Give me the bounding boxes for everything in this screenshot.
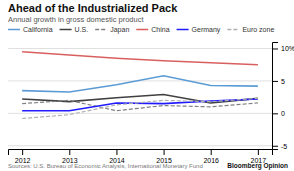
grid (8, 48, 272, 145)
legend-swatch (95, 29, 107, 31)
x-axis-tick: 2015 (156, 149, 172, 164)
legend: California U.S. Japan China Germany Euro zone (8, 26, 274, 34)
y-axis-tick-mark (272, 48, 278, 49)
legend-swatch (177, 29, 189, 31)
grid-line (8, 145, 272, 146)
x-axis-tick-label: 2015 (156, 157, 172, 164)
legend-item: California (8, 26, 53, 33)
y-axis: -5 0 5 10% (272, 43, 294, 150)
legend-label: Euro zone (242, 26, 274, 33)
x-axis-tick: 2012 (15, 149, 31, 164)
x-axis-tick: 2016 (203, 149, 219, 164)
grid-line (8, 48, 272, 49)
grid-line (8, 113, 272, 114)
series-line (22, 52, 258, 65)
y-axis-tick-mark (272, 81, 278, 82)
legend-item: U.S. (60, 26, 89, 33)
y-axis-tick: 5 (272, 78, 285, 85)
legend-swatch (227, 29, 239, 31)
y-axis-tick-mark (272, 113, 278, 114)
x-axis-tick-mark (116, 149, 117, 155)
x-axis-tick-label: 2014 (109, 157, 125, 164)
x-axis-tick-mark (164, 149, 165, 155)
legend-label: U.S. (75, 26, 89, 33)
y-axis-line (273, 43, 279, 150)
y-axis-tick-label: 5 (281, 78, 285, 85)
x-axis-tick-mark (211, 149, 212, 155)
lines (22, 52, 258, 119)
legend-swatch (60, 29, 72, 31)
y-axis-tick-label: 0 (281, 110, 285, 117)
legend-item: Euro zone (227, 26, 274, 33)
x-axis-tick-label: 2016 (203, 157, 219, 164)
x-axis-tick: 2017 (251, 149, 267, 164)
legend-label: Germany (192, 26, 221, 34)
series-line (22, 100, 258, 110)
x-axis-tick-label: 2013 (62, 157, 78, 164)
y-axis-tick: 0 (272, 110, 285, 117)
legend-label: China (151, 26, 169, 33)
title: Ahead of the Industrialized Pack (8, 2, 178, 14)
legend-item: Japan (95, 26, 129, 34)
legend-label: Japan (110, 26, 129, 34)
y-axis-tick-label: 10% (281, 45, 294, 52)
x-axis-tick-mark (22, 149, 23, 155)
x-axis-line (9, 150, 273, 156)
x-axis-tick-mark (69, 149, 70, 155)
source: Sources: U.S. Bureau of Economic Analysi… (8, 163, 203, 169)
series-line (22, 98, 258, 118)
legend-item: China (136, 26, 169, 33)
subtitle: Annual growth in gross domestic product (8, 15, 144, 24)
y-axis-tick: 10% (272, 45, 294, 52)
x-axis-tick-mark (258, 149, 259, 155)
legend-swatch (136, 29, 148, 31)
x-axis-tick: 2014 (109, 149, 125, 164)
y-axis-tick-label: -5 (281, 142, 287, 149)
series-line (22, 76, 258, 92)
x-axis-tick-label: 2017 (251, 157, 267, 164)
x-axis-tick: 2013 (62, 149, 78, 164)
y-axis-tick-mark (272, 146, 278, 147)
plot: 2012 2013 2014 2015 2016 2017 -5 0 5 10% (8, 43, 294, 164)
legend-label: California (23, 26, 53, 33)
legend-swatch (8, 29, 20, 31)
x-axis-tick-label: 2012 (15, 157, 31, 164)
legend-item: Germany (177, 26, 221, 34)
x-axis: 2012 2013 2014 2015 2016 2017 (9, 149, 273, 164)
chart: Ahead of the Industrialized PackAnnual g… (0, 0, 294, 171)
y-axis-tick: -5 (272, 142, 287, 149)
series-line (22, 95, 258, 103)
